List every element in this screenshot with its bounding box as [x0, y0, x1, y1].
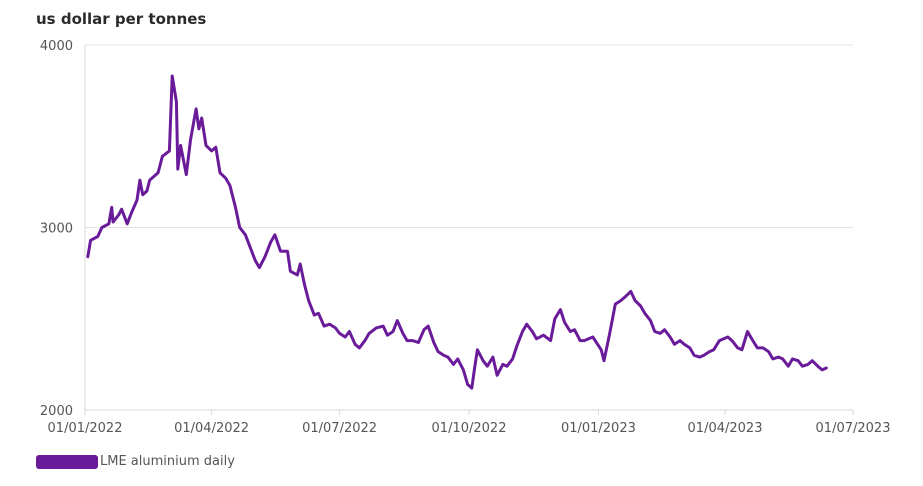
x-tick-label: 01/07/2023: [816, 421, 891, 436]
y-tick-label: 2000: [40, 404, 73, 419]
y-tick-label: 4000: [40, 39, 73, 54]
x-tick-label: 01/10/2022: [432, 421, 507, 436]
x-tick-label: 01/04/2023: [688, 421, 763, 436]
y-axis-unit-label: us dollar per tonnes: [36, 10, 207, 28]
axes: [84, 45, 854, 415]
legend-label: LME aluminium daily: [100, 454, 235, 469]
x-tick-label: 01/04/2022: [174, 421, 249, 436]
y-tick-label: 3000: [40, 222, 73, 237]
x-tick-label: 01/07/2022: [302, 421, 377, 436]
legend: LME aluminium daily: [36, 454, 235, 469]
legend-swatch: [36, 454, 98, 469]
x-tick-label: 01/01/2023: [561, 421, 636, 436]
x-tick-labels: 01/01/2022 01/04/2022 01/07/2022 01/10/2022…: [48, 421, 891, 436]
y-tick-labels: 2000 3000 4000: [40, 39, 73, 419]
gridlines: [85, 44, 853, 228]
series-lines: [86, 74, 828, 390]
series-line: [86, 74, 828, 390]
x-tick-label: 01/01/2022: [48, 421, 123, 436]
